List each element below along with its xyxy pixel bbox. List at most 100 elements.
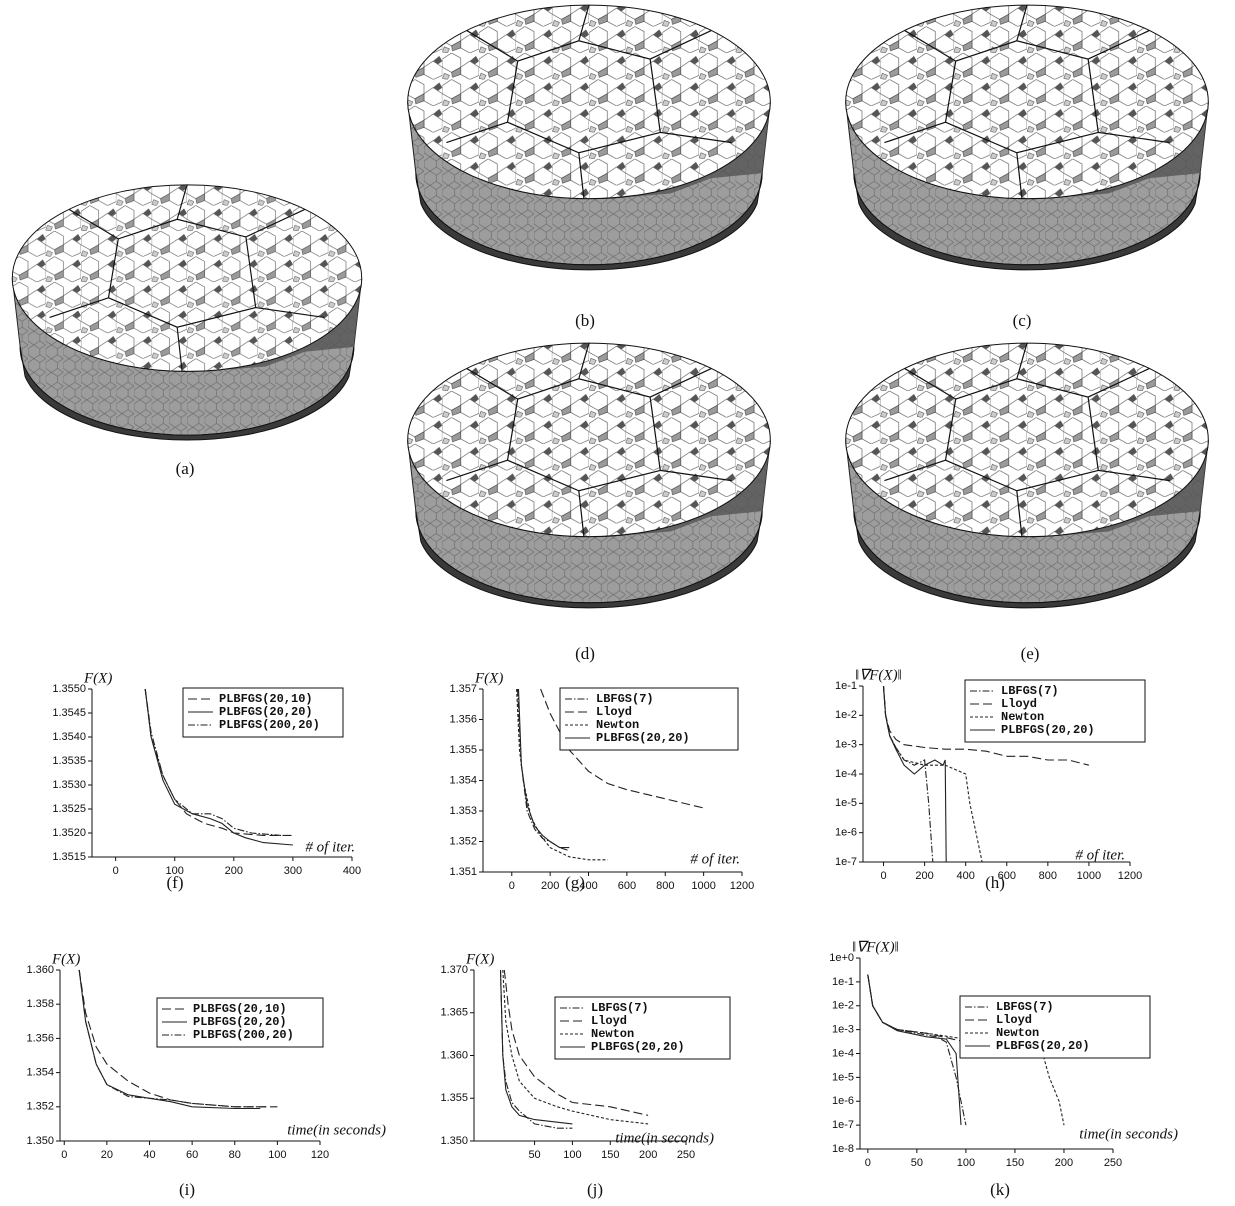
- x-tick-label: 60: [186, 1149, 198, 1161]
- legend-box: [559, 687, 739, 751]
- panel-label: (e): [1021, 644, 1040, 663]
- mesh-render: [11, 184, 363, 441]
- x-tick-label: 400: [579, 880, 597, 892]
- y-tick-label: 1.350: [26, 1135, 54, 1147]
- y-tick-label: 1e-1: [832, 976, 854, 988]
- y-tick-label: 1.365: [440, 1007, 468, 1019]
- panel-label: (d): [575, 644, 595, 663]
- legend-box: [959, 995, 1151, 1059]
- y-tick-label: 1.351: [449, 866, 477, 878]
- y-tick-label: 1.360: [26, 964, 54, 976]
- panel-label: (j): [587, 1180, 603, 1199]
- y-tick-label: 1.350: [440, 1135, 468, 1147]
- panel-label: (k): [990, 1180, 1010, 1199]
- y-tick-label: 1.354: [26, 1067, 54, 1079]
- x-tick-label: 1000: [1077, 870, 1101, 882]
- x-axis-label: # of iter.: [1075, 847, 1125, 863]
- y-tick-label: 1.360: [440, 1049, 468, 1061]
- x-tick-label: 250: [1104, 1157, 1122, 1169]
- y-tick-label: 1.355: [449, 744, 477, 756]
- y-tick-label: 1.356: [26, 1032, 54, 1044]
- x-tick-label: 150: [1006, 1157, 1024, 1169]
- legend-label: Lloyd: [596, 705, 632, 719]
- x-tick-label: 100: [268, 1149, 286, 1161]
- data-line: [882, 685, 934, 863]
- y-tick-label: 1.358: [26, 998, 54, 1010]
- data-line: [867, 974, 962, 1126]
- y-axis-label: F(X): [474, 670, 503, 686]
- x-tick-label: 150: [601, 1149, 619, 1161]
- x-axis-label: time(in seconds): [615, 1130, 714, 1146]
- x-tick-label: 800: [656, 880, 674, 892]
- legend-label: Newton: [996, 1026, 1039, 1040]
- x-tick-label: 0: [509, 880, 515, 892]
- y-tick-label: 1e-4: [832, 1047, 854, 1059]
- y-tick-label: 1.3515: [52, 851, 86, 863]
- x-tick-label: 0: [880, 870, 886, 882]
- data-line: [517, 688, 570, 849]
- x-tick-label: 100: [957, 1157, 975, 1169]
- x-tick-label: 1200: [1118, 870, 1142, 882]
- x-tick-label: 400: [957, 870, 975, 882]
- y-tick-label: 1e-2: [835, 709, 857, 721]
- legend-label: Lloyd: [591, 1014, 627, 1028]
- x-tick-label: 200: [541, 880, 559, 892]
- x-tick-label: 120: [311, 1149, 329, 1161]
- data-line: [882, 685, 1090, 766]
- y-axis-label: F(X): [51, 951, 80, 967]
- y-tick-label: 1e-7: [832, 1119, 854, 1131]
- y-tick-label: 1.352: [26, 1101, 54, 1113]
- y-tick-label: 1e+0: [829, 952, 854, 964]
- y-tick-label: 1.357: [449, 683, 477, 695]
- x-tick-label: 200: [639, 1149, 657, 1161]
- y-tick-label: 1.354: [449, 774, 477, 786]
- x-tick-label: 100: [166, 865, 184, 877]
- y-axis-label: F(X): [465, 951, 494, 967]
- panel-label: (i): [179, 1180, 195, 1199]
- legend-label: Lloyd: [996, 1013, 1032, 1027]
- y-tick-label: 1.3540: [52, 731, 86, 743]
- data-line: [144, 688, 293, 846]
- panel-label: (a): [176, 459, 195, 478]
- y-tick-label: 1.353: [449, 805, 477, 817]
- panel-label: (h): [985, 873, 1005, 892]
- legend-label: PLBFGS(20,20): [193, 1015, 287, 1029]
- x-tick-label: 1000: [691, 880, 715, 892]
- data-line: [144, 688, 293, 836]
- y-tick-label: 1e-7: [835, 856, 857, 868]
- y-tick-label: 1.355: [440, 1092, 468, 1104]
- legend-box: [964, 679, 1146, 743]
- x-tick-label: 50: [911, 1157, 923, 1169]
- x-tick-label: 50: [528, 1149, 540, 1161]
- y-tick-label: 1e-3: [835, 739, 857, 751]
- x-tick-label: 250: [677, 1149, 695, 1161]
- y-tick-label: 1e-6: [832, 1095, 854, 1107]
- legend-label: PLBFGS(20,20): [591, 1040, 685, 1054]
- legend-label: PLBFGS(200,20): [193, 1028, 294, 1042]
- x-tick-label: 200: [915, 870, 933, 882]
- x-axis-label: # of iter.: [305, 839, 355, 855]
- mesh-render: [845, 342, 1209, 609]
- legend-label: PLBFGS(20,20): [596, 731, 690, 745]
- data-line: [540, 688, 704, 809]
- x-tick-label: 400: [343, 865, 361, 877]
- y-tick-label: 1.356: [449, 713, 477, 725]
- x-tick-label: 100: [563, 1149, 581, 1161]
- legend-label: Newton: [591, 1027, 634, 1041]
- x-tick-label: 600: [998, 870, 1016, 882]
- y-tick-label: 1e-4: [835, 768, 857, 780]
- x-tick-label: 300: [284, 865, 302, 877]
- panel-label: (b): [575, 311, 595, 330]
- data-line: [882, 685, 983, 863]
- data-line: [503, 969, 649, 1116]
- data-line: [499, 969, 573, 1125]
- x-tick-label: 0: [865, 1157, 871, 1169]
- legend-label: Newton: [1001, 710, 1044, 724]
- legend-label: Newton: [596, 718, 639, 732]
- x-axis-label: time(in seconds): [1079, 1126, 1178, 1142]
- panel-label: (f): [167, 873, 184, 892]
- y-axis-label: F(X): [83, 670, 112, 686]
- y-tick-label: 1.370: [440, 964, 468, 976]
- x-axis-label: time(in seconds): [287, 1122, 386, 1138]
